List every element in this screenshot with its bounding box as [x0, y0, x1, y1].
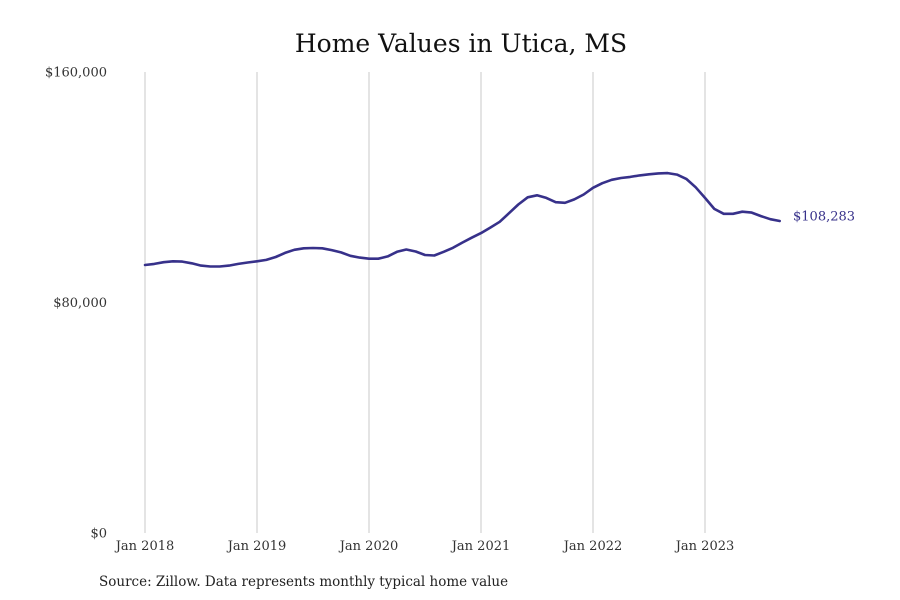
series-line-group — [143, 171, 782, 268]
x-tick-label: Jan 2020 — [338, 539, 399, 554]
y-tick-label: $0 — [90, 527, 107, 542]
x-tick-label: Jan 2023 — [674, 539, 735, 554]
axis-tick-labels: Jan 2018 Jan 2019 Jan 2020 Jan 2021 Jan 2022… — [45, 66, 734, 555]
grid-lines — [144, 72, 706, 533]
y-tick-label: $80,000 — [53, 296, 107, 311]
x-tick-label: Jan 2021 — [450, 539, 511, 554]
x-tick-label: Jan 2018 — [114, 539, 175, 554]
chart-title: Home Values in Utica, MS — [295, 29, 627, 58]
end-value-label: $108,283 — [793, 210, 855, 225]
x-tick-label: Jan 2019 — [226, 539, 287, 554]
x-tick-label: Jan 2022 — [562, 539, 623, 554]
y-tick-label: $160,000 — [45, 66, 107, 81]
source-note: Source: Zillow. Data represents monthly … — [99, 574, 508, 590]
series-line — [143, 171, 782, 268]
